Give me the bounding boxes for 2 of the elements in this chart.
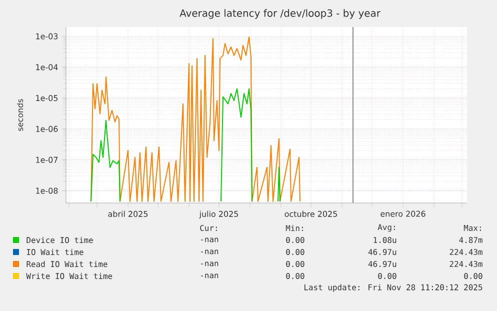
line-series [90, 36, 301, 202]
chart-title: Average latency for /dev/loop3 - by year [180, 9, 380, 19]
